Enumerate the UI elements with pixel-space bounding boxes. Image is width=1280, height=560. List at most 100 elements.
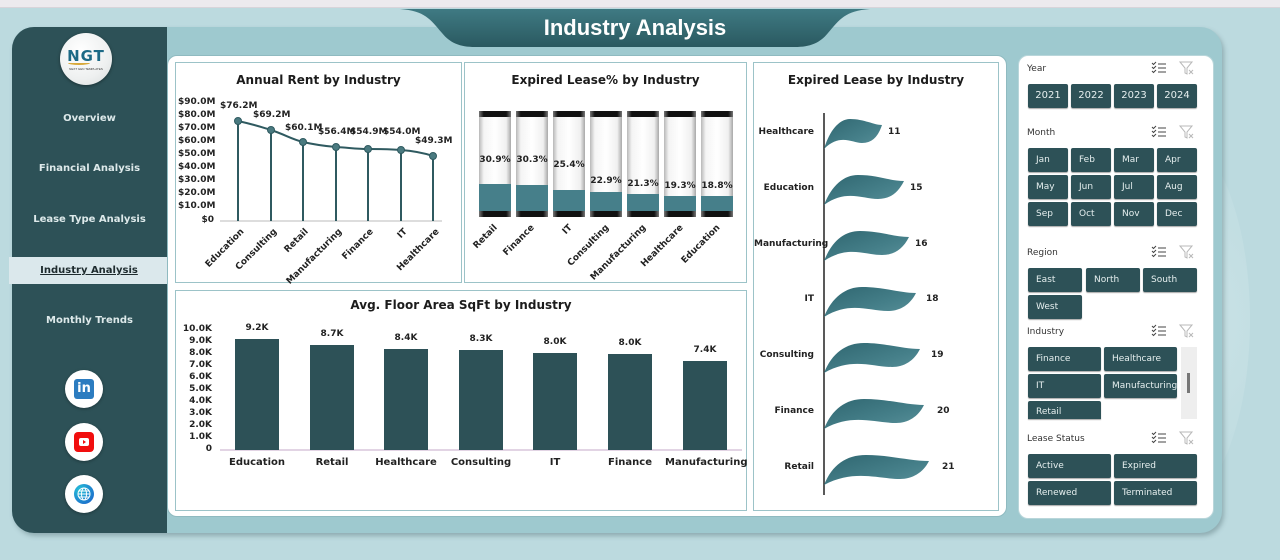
month-dec-button[interactable]: Dec: [1157, 202, 1197, 226]
region-south-button[interactable]: South: [1143, 268, 1197, 292]
annual-rent-chart: Annual Rent by Industry $90.0M $80.0M $7…: [175, 62, 462, 287]
data-label: 8.7K: [320, 329, 344, 339]
expired-lease-pct-chart: Expired Lease% by Industry 30.9% 30.3% 2…: [464, 62, 747, 283]
page-title: Industry Analysis: [543, 15, 727, 40]
y-tick: $70.0M: [178, 123, 216, 133]
multi-select-icon[interactable]: [1151, 125, 1167, 139]
data-label: $54.0M: [383, 127, 421, 137]
data-label: 19.3%: [664, 181, 696, 191]
x-category: Consulting: [450, 457, 512, 468]
sidebar-item-industry-analysis[interactable]: Industry Analysis: [9, 257, 169, 284]
cylinder-bar-plot: [479, 111, 733, 217]
month-jan-button[interactable]: Jan: [1028, 148, 1068, 172]
data-label: 9.2K: [245, 323, 269, 333]
x-category: Healthcare: [375, 457, 437, 468]
lease-status-renewed-button[interactable]: Renewed: [1028, 481, 1111, 505]
month-sep-button[interactable]: Sep: [1028, 202, 1068, 226]
month-mar-button[interactable]: Mar: [1114, 148, 1154, 172]
month-apr-button[interactable]: Apr: [1157, 148, 1197, 172]
x-category: Retail: [315, 457, 349, 468]
y-category: Finance: [774, 406, 814, 416]
sidebar-item-monthly-trends[interactable]: Monthly Trends: [46, 315, 133, 326]
youtube-button[interactable]: [65, 423, 103, 461]
lease-status-filter-label: Lease Status: [1027, 434, 1085, 444]
year-2021-button[interactable]: 2021: [1028, 84, 1068, 108]
y-tick: $40.0M: [178, 162, 216, 172]
lease-status-terminated-button[interactable]: Terminated: [1114, 481, 1197, 505]
expired-lease-count-chart: Expired Lease by Industry Healthcare Edu…: [753, 62, 999, 511]
industry-retail-button[interactable]: Retail: [1028, 401, 1101, 419]
industry-healthcare-button[interactable]: Healthcare: [1104, 347, 1177, 371]
data-label: $69.2M: [253, 110, 291, 120]
multi-select-icon[interactable]: [1151, 431, 1167, 445]
industry-finance-button[interactable]: Finance: [1028, 347, 1101, 371]
month-jun-button[interactable]: Jun: [1071, 175, 1111, 199]
y-category: Consulting: [759, 350, 814, 360]
month-aug-button[interactable]: Aug: [1157, 175, 1197, 199]
sidebar-item-financial-analysis[interactable]: Financial Analysis: [38, 163, 141, 174]
data-label: 30.9%: [479, 155, 511, 165]
year-2022-button[interactable]: 2022: [1071, 84, 1111, 108]
y-tick: $10.0M: [178, 201, 216, 211]
chart-title: Expired Lease% by Industry: [511, 73, 700, 87]
y-category: IT: [804, 294, 815, 304]
sidebar-item-lease-type-analysis[interactable]: Lease Type Analysis: [33, 214, 146, 225]
globe-icon: [74, 484, 94, 504]
month-feb-button[interactable]: Feb: [1071, 148, 1111, 172]
data-label: 18: [926, 294, 939, 304]
region-east-button[interactable]: East: [1028, 268, 1082, 292]
data-label: 8.0K: [618, 338, 642, 348]
industry-manufacturing-button[interactable]: Manufacturing: [1104, 374, 1177, 398]
month-nov-button[interactable]: Nov: [1114, 202, 1154, 226]
data-label: $54.9M: [350, 127, 388, 137]
data-label: 7.4K: [693, 345, 717, 355]
y-tick: 1.0K: [189, 432, 212, 442]
clear-filter-icon[interactable]: [1179, 61, 1195, 75]
clear-filter-icon[interactable]: [1179, 245, 1195, 259]
lease-status-expired-button[interactable]: Expired: [1114, 454, 1197, 478]
y-tick: 0: [205, 444, 212, 454]
year-filter-label: Year: [1027, 64, 1047, 74]
column-chart-plot: [220, 339, 742, 451]
lease-status-active-button[interactable]: Active: [1028, 454, 1111, 478]
sidebar-item-overview[interactable]: Overview: [63, 113, 116, 124]
year-2023-button[interactable]: 2023: [1114, 84, 1154, 108]
month-may-button[interactable]: May: [1028, 175, 1068, 199]
clear-filter-icon[interactable]: [1179, 431, 1195, 445]
clear-filter-icon[interactable]: [1179, 125, 1195, 139]
y-category: Manufacturing: [754, 239, 829, 249]
y-tick: 2.0K: [189, 420, 212, 430]
data-label: 16: [915, 239, 928, 249]
industry-it-button[interactable]: IT: [1028, 374, 1101, 398]
month-jul-button[interactable]: Jul: [1114, 175, 1154, 199]
region-west-button[interactable]: West: [1028, 295, 1082, 319]
scrollbar-thumb[interactable]: [1187, 373, 1190, 393]
y-category: Healthcare: [758, 127, 814, 137]
data-label: 21: [942, 462, 955, 472]
month-oct-button[interactable]: Oct: [1071, 202, 1111, 226]
chart-title: Expired Lease by Industry: [787, 73, 965, 87]
browser-top-strip: [0, 0, 1280, 8]
industry-scrollbar[interactable]: [1181, 347, 1197, 419]
year-2024-button[interactable]: 2024: [1157, 84, 1197, 108]
y-tick: 6.0K: [189, 372, 212, 382]
clear-filter-icon[interactable]: [1179, 324, 1195, 338]
page-title-banner: Industry Analysis: [400, 9, 870, 47]
data-label: 22.9%: [590, 176, 622, 186]
multi-select-icon[interactable]: [1151, 245, 1167, 259]
line-chart-plot: [220, 117, 442, 222]
y-tick: 8.0K: [189, 348, 212, 358]
data-label: 11: [888, 127, 901, 137]
region-north-button[interactable]: North: [1086, 268, 1140, 292]
data-label: 20: [937, 406, 950, 416]
website-button[interactable]: [65, 475, 103, 513]
multi-select-icon[interactable]: [1151, 61, 1167, 75]
y-tick: $20.0M: [178, 188, 216, 198]
data-label: 19: [931, 350, 944, 360]
y-tick: 7.0K: [189, 360, 212, 370]
chart-title: Avg. Floor Area SqFt by Industry: [350, 298, 572, 312]
linkedin-button[interactable]: in: [65, 370, 103, 408]
y-category: Education: [763, 183, 814, 193]
ngt-logo[interactable]: NGT NEXT GEN TEMPLATES: [60, 33, 112, 85]
multi-select-icon[interactable]: [1151, 324, 1167, 338]
